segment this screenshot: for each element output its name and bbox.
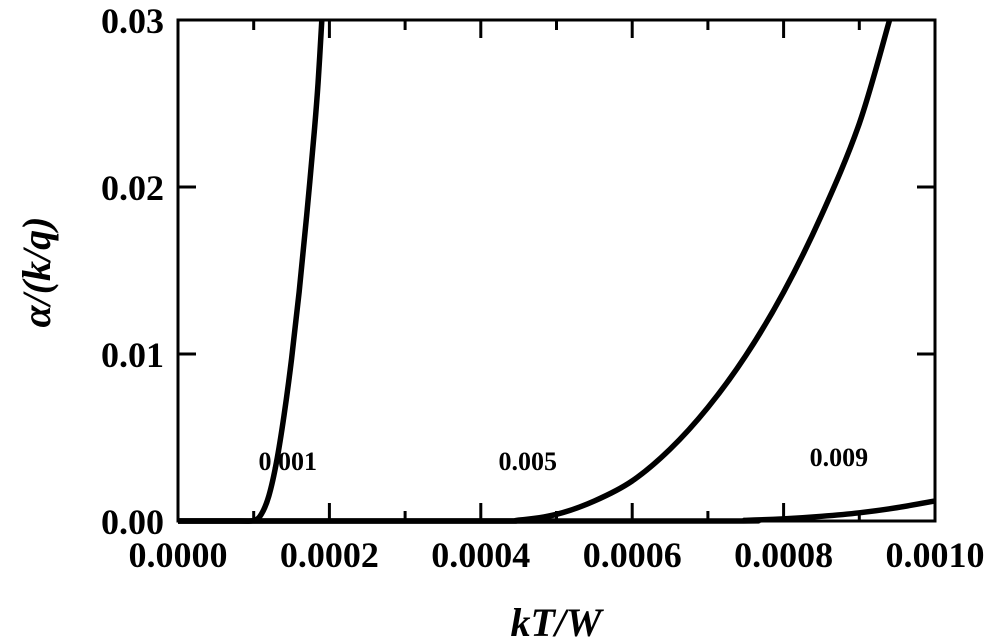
series-line-0.005 (177, 19, 893, 524)
x-axis-label: kT/W (510, 600, 604, 644)
y-tick-label: 0.00 (101, 502, 164, 542)
x-tick-label: 0.0000 (129, 535, 228, 575)
y-tick-label: 0.02 (101, 168, 164, 208)
series-label-0.001: 0.001 (259, 447, 318, 476)
series-label-0.005: 0.005 (498, 447, 557, 476)
series-label-0.009: 0.009 (810, 443, 869, 472)
data-series (177, 19, 936, 524)
tick-labels: 0.0000 0.0002 0.0004 0.0006 0.0008 0.0010 0.00… (101, 1, 985, 575)
y-tick-label: 0.01 (101, 335, 164, 375)
x-tick-label: 0.0008 (734, 535, 833, 575)
series-line-0.001 (177, 19, 325, 524)
x-tick-label: 0.0006 (583, 535, 682, 575)
x-tick-label: 0.0004 (431, 535, 530, 575)
series-labels: 0.001 0.005 0.009 (259, 443, 869, 476)
y-axis-label: α/(k/q) (14, 217, 59, 328)
series-line-0.009 (177, 498, 936, 524)
x-tick-label: 0.0010 (886, 535, 985, 575)
y-tick-label: 0.03 (101, 1, 164, 41)
x-tick-label: 0.0002 (280, 535, 379, 575)
